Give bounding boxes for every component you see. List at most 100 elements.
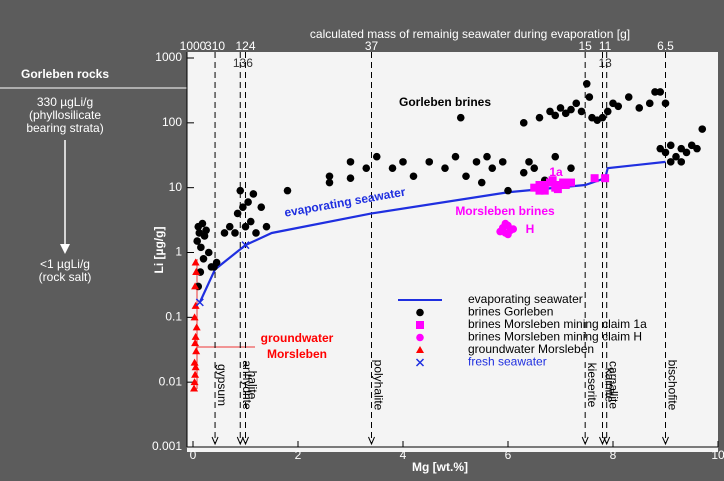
mineral-label: polyhalite xyxy=(371,360,385,411)
mineral-arrow xyxy=(242,436,249,446)
point xyxy=(677,158,686,166)
point xyxy=(325,172,334,181)
point xyxy=(645,99,654,108)
point xyxy=(498,158,507,166)
left-text: 330 µgLi/g xyxy=(37,95,93,109)
point xyxy=(212,258,221,267)
arrow-head xyxy=(60,244,70,254)
point xyxy=(535,180,544,189)
point xyxy=(535,113,544,122)
point xyxy=(582,79,591,88)
mineral-label: halite xyxy=(245,371,259,400)
point xyxy=(535,186,544,195)
legend-swatch xyxy=(415,358,425,367)
point xyxy=(191,363,200,371)
y-tick-label: 0.01 xyxy=(159,374,183,388)
point xyxy=(346,174,355,182)
point xyxy=(540,186,549,195)
point xyxy=(598,113,607,122)
point xyxy=(191,332,200,340)
point xyxy=(551,111,560,120)
point xyxy=(661,148,670,157)
x-tick-label: 8 xyxy=(610,448,617,462)
left-text: <1 µgLi/g xyxy=(40,257,90,271)
point xyxy=(472,158,481,166)
mineral-label: anhydrite xyxy=(240,360,254,410)
mineral-label: kieserite xyxy=(585,363,599,408)
point xyxy=(192,323,201,331)
point xyxy=(561,109,570,118)
point xyxy=(190,313,199,321)
point xyxy=(553,185,562,194)
point xyxy=(519,168,528,177)
y-tick-label: 0.1 xyxy=(165,310,182,324)
point xyxy=(614,102,623,111)
point xyxy=(656,144,665,153)
point xyxy=(198,219,207,228)
point xyxy=(257,203,266,211)
legend-label: brines Morsleben mining claim 1a xyxy=(468,317,647,331)
point xyxy=(202,226,210,235)
point xyxy=(241,222,250,231)
legend-label: brines Morsleben mining claim H xyxy=(468,330,642,344)
point xyxy=(530,164,539,172)
y-tick-label: 100 xyxy=(162,115,182,129)
point xyxy=(567,105,575,114)
point xyxy=(246,217,255,226)
point xyxy=(262,222,271,231)
left-title: Gorleben rocks xyxy=(21,67,109,81)
point xyxy=(252,229,260,237)
top-tick-label: 136 xyxy=(233,56,253,70)
point xyxy=(561,180,570,189)
point xyxy=(190,378,199,386)
point xyxy=(567,164,575,172)
x-tick-label: 2 xyxy=(295,448,302,462)
point xyxy=(546,107,554,116)
annotation: H xyxy=(526,222,535,236)
point xyxy=(509,225,518,233)
point xyxy=(540,180,549,189)
point xyxy=(451,152,460,161)
point xyxy=(195,298,204,307)
annotation: Gorleben brines xyxy=(399,95,491,109)
point xyxy=(530,183,539,192)
point xyxy=(677,144,686,153)
point xyxy=(409,172,418,181)
left-text: bearing strata) xyxy=(26,121,103,135)
y-tick-label: 10 xyxy=(169,180,183,194)
point xyxy=(225,222,234,231)
point xyxy=(191,282,200,290)
point xyxy=(192,347,201,355)
legend-swatch xyxy=(416,321,424,329)
point xyxy=(672,152,680,161)
point xyxy=(199,254,208,263)
point xyxy=(624,93,633,101)
point xyxy=(567,178,575,187)
point xyxy=(241,241,250,250)
point xyxy=(193,237,201,245)
point xyxy=(525,158,533,166)
annotation: Morsleben brines xyxy=(455,204,555,218)
point xyxy=(233,209,242,218)
legend-label: brines Gorleben xyxy=(468,305,553,319)
point xyxy=(399,158,407,166)
point xyxy=(656,88,665,96)
point xyxy=(682,148,691,157)
x-tick-label: 10 xyxy=(711,448,724,462)
point xyxy=(244,198,252,206)
point xyxy=(456,113,465,122)
mineral-arrow xyxy=(662,436,669,446)
point xyxy=(477,178,486,187)
point xyxy=(551,152,560,161)
top-tick-label: 13 xyxy=(598,56,612,70)
top-tick-label: 15 xyxy=(578,39,592,53)
point xyxy=(197,243,205,252)
mineral-label: gypsum xyxy=(215,364,229,406)
point xyxy=(698,125,707,133)
point xyxy=(191,339,200,347)
top-tick-label: 6.5 xyxy=(657,39,674,53)
point xyxy=(504,186,512,195)
x-axis-title: Mg [wt.%] xyxy=(412,460,468,474)
point xyxy=(462,172,470,181)
